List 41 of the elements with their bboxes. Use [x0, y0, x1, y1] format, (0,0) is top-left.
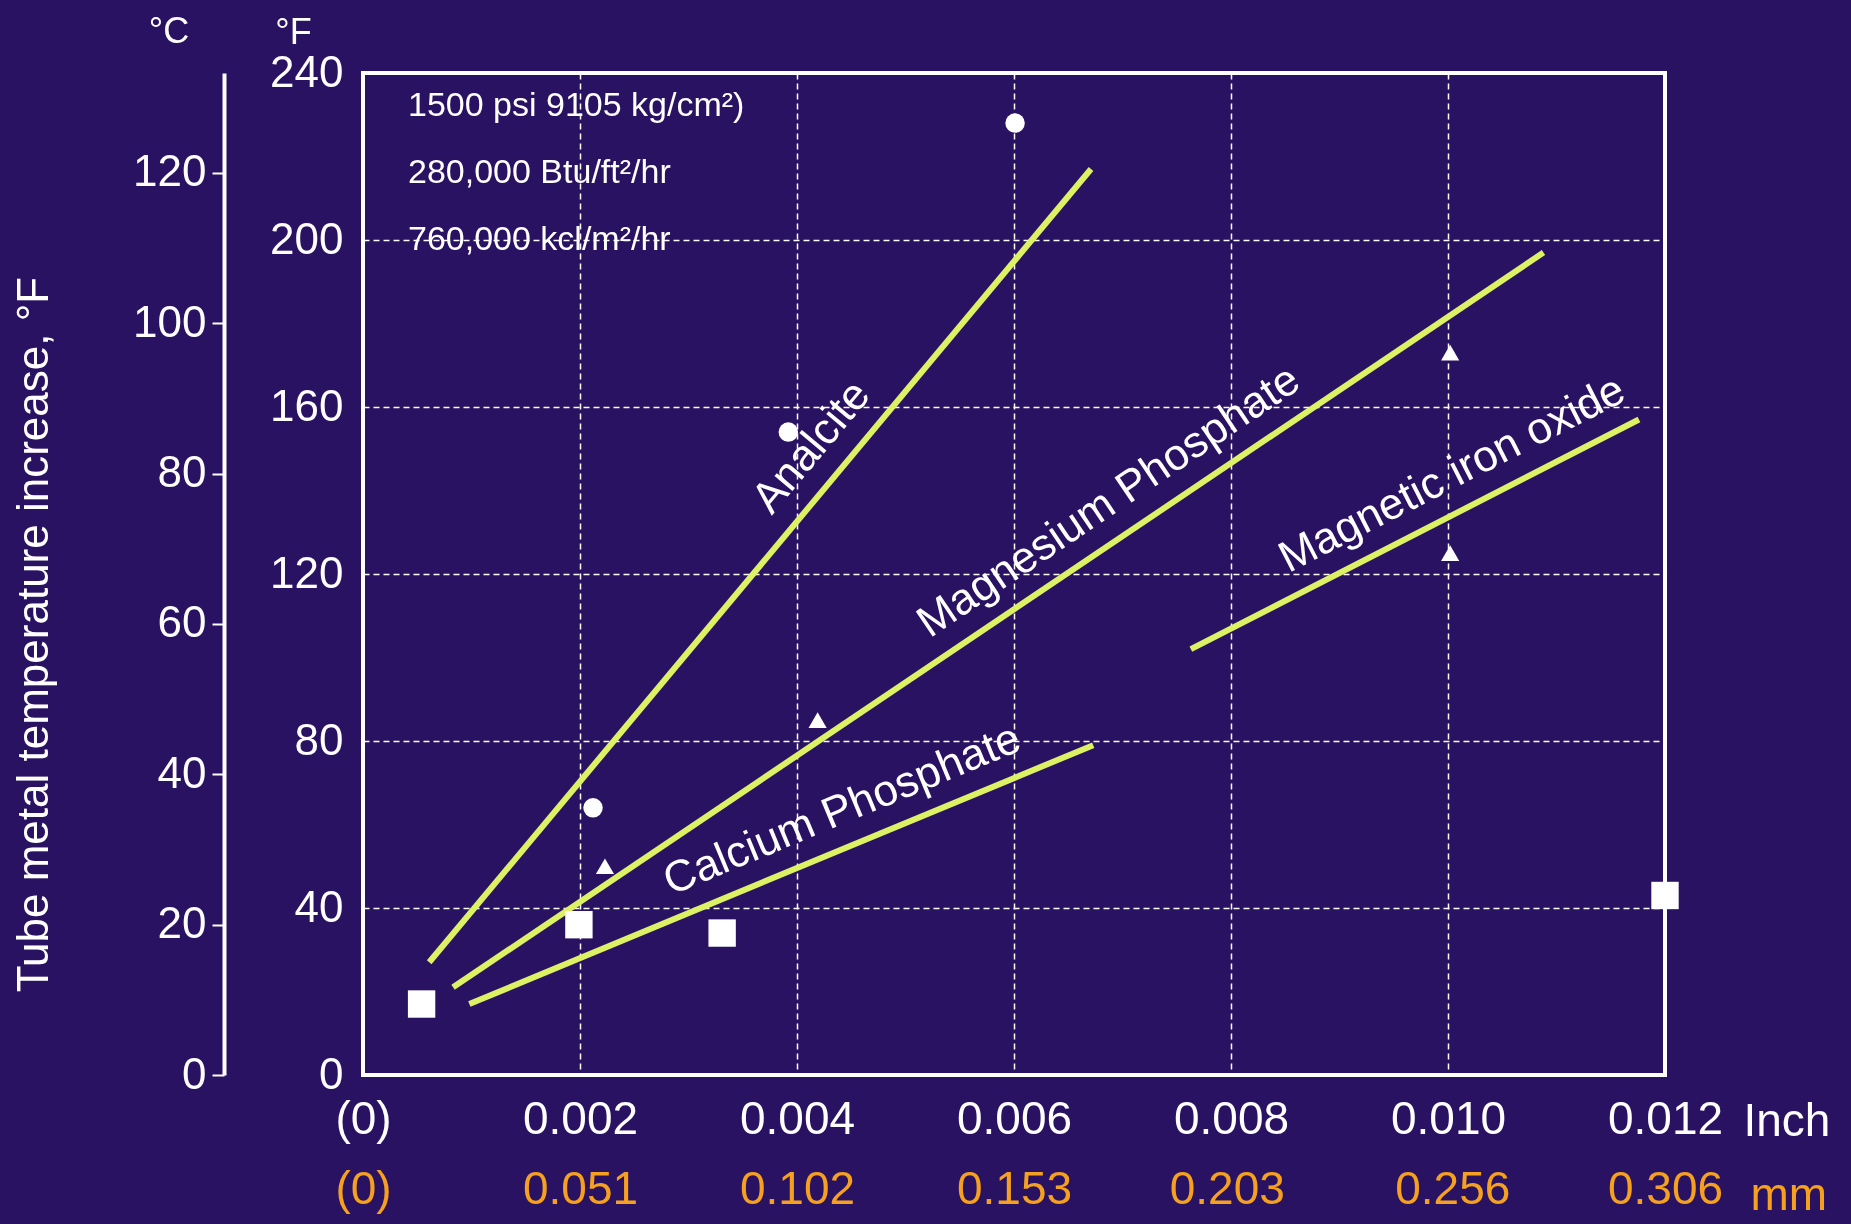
point	[708, 919, 736, 947]
x2-tick-label: 0.203	[1169, 1161, 1285, 1214]
y-tick-label: 80	[294, 714, 344, 764]
text: °C	[148, 10, 190, 51]
y2-tick-label: 0	[182, 1048, 207, 1098]
x2-tick-label: 0.051	[522, 1161, 639, 1214]
point	[1441, 344, 1460, 361]
x-tick-label: 0.006	[956, 1091, 1073, 1144]
y-tick-label: 160	[270, 380, 344, 430]
point	[595, 858, 615, 875]
x2-tick-label: 0.306	[1607, 1161, 1724, 1214]
x-tick-label: 0.002	[522, 1091, 639, 1144]
x-tick-label: 0.004	[739, 1091, 856, 1144]
y-tick-label: 40	[294, 881, 344, 931]
x2-tick-label: 0.153	[956, 1161, 1073, 1214]
y-tick-label: 120	[270, 547, 344, 597]
y2-axis-title: Tube metal temperature increase, °F	[7, 276, 57, 993]
point	[583, 798, 603, 818]
annotation: 280,000 Btu/ft²/hr	[408, 152, 671, 190]
x2-tick-label: (0)	[335, 1161, 392, 1214]
x2-tick-label: 0.102	[739, 1161, 856, 1214]
x2-tick-label: 0.256	[1395, 1161, 1511, 1214]
x2-axis-title: mm	[1750, 1167, 1828, 1220]
y2-tick-label: 60	[157, 597, 207, 647]
point	[1005, 113, 1025, 133]
point	[407, 990, 436, 1018]
x-tick-label: 0.012	[1607, 1091, 1724, 1144]
y2-tick-label: 100	[133, 296, 207, 346]
annotation: 1500 psi 9105 kg/cm²)	[408, 85, 745, 123]
x-axis-title: Inch	[1743, 1093, 1831, 1146]
y2-tick-label: 80	[157, 447, 207, 497]
point	[1651, 881, 1679, 910]
y2-tick-label: 40	[157, 747, 207, 797]
point	[565, 911, 593, 939]
annotation: 760,000 kcl/m²/hr	[408, 219, 671, 257]
point	[808, 712, 827, 728]
y2-tick-label: 120	[133, 146, 207, 196]
x-tick-label: 0.010	[1390, 1091, 1507, 1144]
y-tick-label: 200	[270, 213, 344, 263]
y2-tick-label: 20	[157, 898, 207, 948]
x-tick-label: 0.008	[1173, 1091, 1290, 1144]
